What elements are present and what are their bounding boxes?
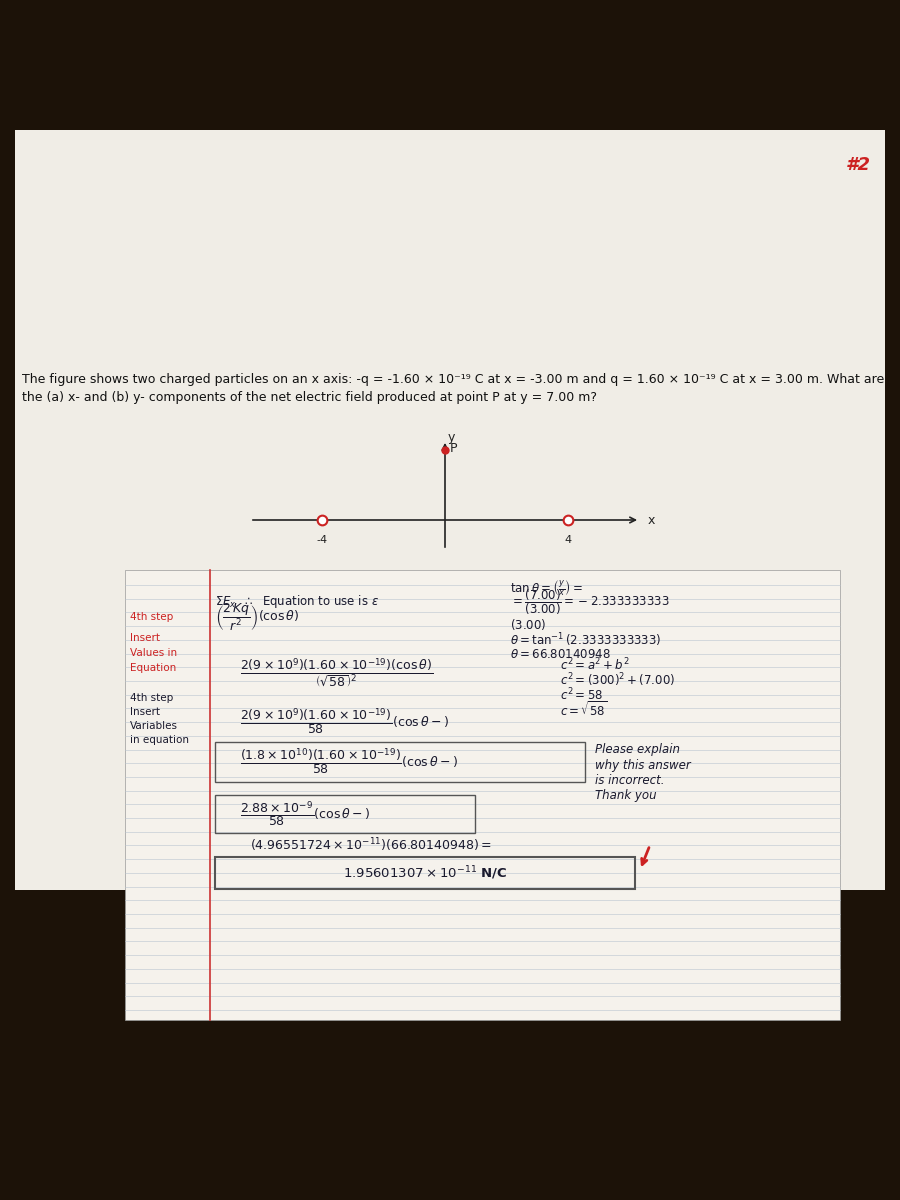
Text: $\dfrac{\left(1.8\times10^{10}\right)\left(1.60\times10^{-19}\right)}{58}(\cos\t: $\dfrac{\left(1.8\times10^{10}\right)\le… (240, 746, 458, 778)
Text: x: x (648, 514, 655, 527)
Text: Variables: Variables (130, 721, 178, 731)
Text: Insert: Insert (130, 634, 160, 643)
Text: $\theta = 66.80140948$: $\theta = 66.80140948$ (510, 648, 611, 661)
Text: y: y (448, 431, 455, 444)
Text: #2: #2 (845, 156, 870, 174)
Bar (125, 570, 840, 1020)
Text: 4: 4 (564, 535, 572, 545)
Text: $c^2 = 58$: $c^2 = 58$ (560, 686, 603, 703)
Text: $c = \sqrt{58}$: $c = \sqrt{58}$ (560, 701, 608, 719)
Text: $\tan\theta = \left(\frac{y}{x}\right) =$: $\tan\theta = \left(\frac{y}{x}\right) =… (510, 578, 583, 598)
Text: -4: -4 (317, 535, 328, 545)
Text: Please explain: Please explain (595, 744, 680, 756)
Bar (215, 742, 585, 782)
Bar (15, 130, 885, 890)
Text: $\dfrac{2.88\times10^{-9}}{58}(\cos\theta-)$: $\dfrac{2.88\times10^{-9}}{58}(\cos\thet… (240, 799, 371, 829)
Text: $(3.00)$: $(3.00)$ (510, 618, 546, 632)
Text: 4th step: 4th step (130, 692, 173, 703)
Text: Equation: Equation (130, 662, 176, 673)
Text: $(4.96551724\times10^{-11})(66.80140948) =$: $(4.96551724\times10^{-11})(66.80140948)… (250, 836, 492, 854)
Text: $c^2 = a^2 + b^2$: $c^2 = a^2 + b^2$ (560, 656, 630, 673)
Text: Values in: Values in (130, 648, 177, 658)
Text: $1.95601307\times10^{-11}$ N/C: $1.95601307\times10^{-11}$ N/C (343, 864, 508, 882)
Text: The figure shows two charged particles on an x axis: -q = -1.60 × 10⁻¹⁹ C at x =: The figure shows two charged particles o… (22, 373, 884, 386)
Text: $= \dfrac{(7.00)}{(3.00)} = -2.333333333$: $= \dfrac{(7.00)}{(3.00)} = -2.333333333… (510, 587, 670, 617)
Text: Insert: Insert (130, 707, 160, 716)
Text: in equation: in equation (130, 734, 189, 745)
Text: is incorrect.: is incorrect. (595, 774, 664, 786)
Text: $\left(\dfrac{2\,Kq}{r^2}\right)(\cos\theta)$: $\left(\dfrac{2\,Kq}{r^2}\right)(\cos\th… (215, 601, 300, 632)
Bar (215, 794, 475, 833)
Text: $\dfrac{2\left(9\times10^9\right)\left(1.60\times10^{-19}\right)}{58}(\cos\theta: $\dfrac{2\left(9\times10^9\right)\left(1… (240, 707, 449, 737)
Text: the (a) x- and (b) y- components of the net electric field produced at point P a: the (a) x- and (b) y- components of the … (22, 391, 597, 404)
Text: why this answer: why this answer (595, 758, 691, 772)
Text: $\Sigma E_x$  $\therefore$  Equation to use is $\varepsilon$: $\Sigma E_x$ $\therefore$ Equation to us… (215, 594, 379, 611)
Bar (215, 857, 635, 889)
Text: 4th step: 4th step (130, 612, 173, 622)
Text: P: P (450, 442, 457, 455)
Text: $c^2 = (300)^2 + (7.00)$: $c^2 = (300)^2 + (7.00)$ (560, 671, 675, 689)
Text: $\theta = \tan^{-1}(2.3333333333)$: $\theta = \tan^{-1}(2.3333333333)$ (510, 631, 662, 649)
Text: Thank you: Thank you (595, 788, 657, 802)
Text: $\dfrac{2\left(9\times10^9\right)\left(1.60\times10^{-19}\right)(\cos\theta)}{\l: $\dfrac{2\left(9\times10^9\right)\left(1… (240, 656, 433, 690)
